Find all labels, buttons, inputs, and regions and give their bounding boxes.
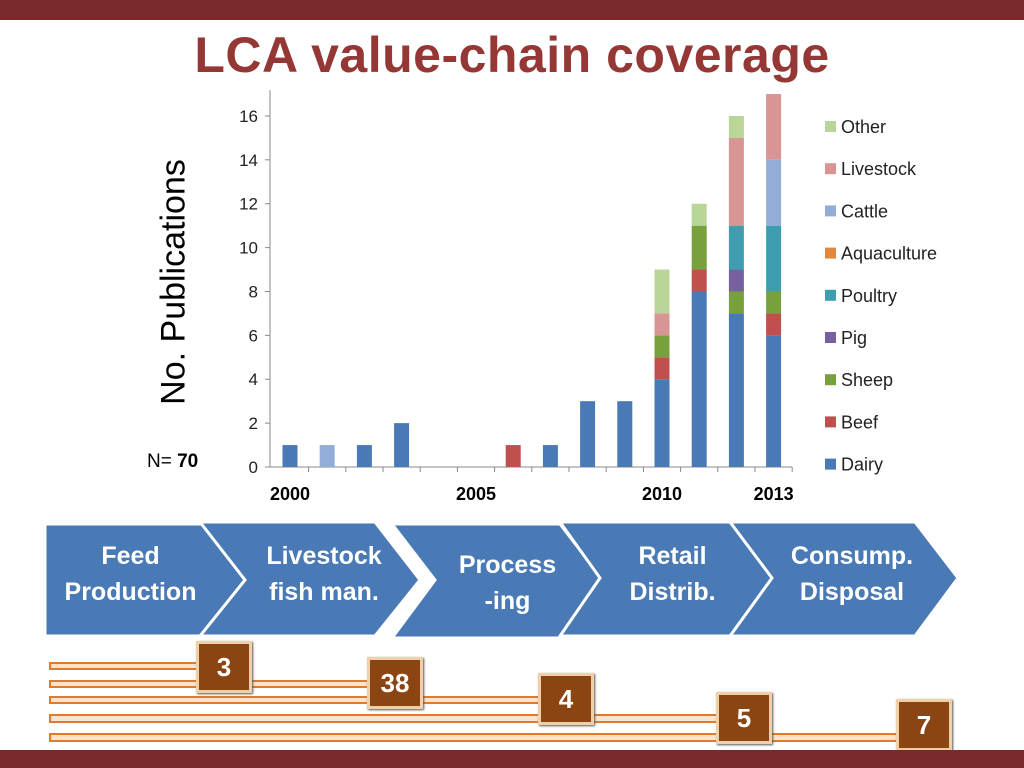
bar-segment-dairy	[282, 445, 298, 467]
bar-segment-dairy	[356, 445, 372, 467]
bar-segment-livestock	[654, 313, 670, 336]
stage-label-feed: Feed Production	[48, 536, 213, 612]
bar-segment-dairy	[542, 445, 558, 467]
bar-segment-beef	[691, 269, 707, 292]
stage-label-line: Disposal	[799, 578, 905, 606]
x-tick-label: 2013	[754, 484, 794, 504]
legend-label-dairy: Dairy	[841, 455, 883, 475]
y-tick-label: 8	[249, 282, 258, 301]
bar-segment-dairy	[766, 335, 782, 467]
legend-label-pig: Pig	[841, 328, 867, 348]
top-border	[0, 0, 1024, 20]
stage-label-processing: Process -ing	[440, 545, 575, 621]
stage-label-line: Production	[64, 578, 197, 606]
stage-label-line: Process	[458, 551, 557, 579]
count-box-consumption: 7	[896, 699, 952, 751]
bar-segment-poultry	[766, 225, 782, 292]
count-box-feed: 3	[196, 641, 252, 693]
legend-label-poultry: Poultry	[841, 286, 897, 306]
y-tick-label: 4	[249, 370, 258, 389]
bar-segment-sheep	[654, 335, 670, 358]
legend-label-cattle: Cattle	[841, 201, 888, 221]
bar-segment-cattle	[319, 445, 335, 467]
legend-swatch-sheep	[825, 374, 836, 386]
bar-segment-sheep	[691, 225, 707, 270]
n-value: 70	[177, 451, 199, 472]
stage-label-retail: Retail Distrib.	[600, 536, 745, 612]
count-box-retail: 5	[716, 692, 772, 744]
stage-label-livestock: Livestock fish man.	[240, 536, 408, 612]
count-box-processing: 4	[538, 673, 594, 725]
bar-segment-beef	[505, 445, 521, 467]
chain-arrow-consumption	[727, 520, 960, 638]
coverage-line-retail	[49, 714, 766, 723]
coverage-line-consumption	[49, 733, 951, 742]
n-label-prefix: N=	[147, 451, 172, 472]
bar-segment-other	[691, 203, 707, 226]
bar-segment-other	[728, 115, 744, 138]
x-tick-label: 2005	[456, 484, 496, 504]
bar-segment-dairy	[580, 401, 596, 467]
chain-arrow-livestock	[196, 520, 422, 638]
stage-label-line: Consump.	[790, 542, 914, 570]
bar-segment-beef	[766, 313, 782, 336]
stage-label-line: Livestock	[266, 542, 382, 570]
bar-segment-dairy	[654, 379, 670, 467]
x-tick-label: 2010	[642, 484, 682, 504]
page-title: LCA value-chain coverage	[194, 27, 830, 83]
bar-segment-livestock	[766, 94, 782, 160]
y-tick-label: 12	[239, 195, 258, 214]
y-tick-label: 2	[249, 414, 258, 433]
legend-label-livestock: Livestock	[841, 159, 917, 179]
legend-label-beef: Beef	[841, 412, 879, 432]
bar-segment-beef	[654, 357, 670, 380]
n-label: N= 70	[147, 451, 198, 473]
stacked-bar-chart: 0 2 4 6 8 10 12 14 16 2000 2005 2010 2013 Other Livest…	[239, 90, 937, 504]
legend-swatch-pig	[825, 332, 836, 343]
y-tick-label: 0	[249, 458, 258, 477]
bar-segment-poultry	[728, 225, 744, 270]
bar-segment-other	[654, 269, 670, 314]
bar-segment-pig	[728, 269, 744, 292]
bar-segment-cattle	[766, 159, 782, 226]
stage-label-line: Distrib.	[629, 578, 716, 606]
legend-swatch-other	[825, 121, 836, 132]
bar-segment-sheep	[728, 291, 744, 314]
bar-segment-livestock	[728, 137, 744, 226]
stage-label-line: Feed	[101, 542, 160, 570]
legend-label-sheep: Sheep	[841, 370, 893, 390]
bottom-border	[0, 750, 1024, 768]
legend-swatch-cattle	[825, 205, 836, 217]
stage-label-line: fish man.	[269, 578, 379, 606]
bar-segment-dairy	[617, 401, 633, 467]
y-tick-label: 10	[239, 239, 258, 258]
bar-segment-dairy	[728, 313, 744, 467]
stage-label-line: -ing	[484, 587, 531, 615]
stage-label-consumption: Consump. Disposal	[772, 536, 932, 612]
legend-label-aquaculture: Aquaculture	[841, 244, 937, 264]
y-tick-label: 14	[239, 151, 258, 170]
x-tick-label: 2000	[270, 484, 310, 504]
legend-label-other: Other	[841, 117, 886, 137]
legend-swatch-beef	[825, 416, 836, 428]
legend-swatch-livestock	[825, 163, 836, 175]
bar-segment-dairy	[394, 423, 410, 467]
legend-swatch-dairy	[825, 458, 836, 470]
stage-label-line: Retail	[638, 542, 707, 570]
y-tick-label: 6	[249, 326, 258, 345]
y-tick-label: 16	[239, 107, 258, 126]
bar-segment-sheep	[766, 291, 782, 314]
bar-segment-dairy	[691, 291, 707, 467]
count-box-livestock: 38	[367, 657, 423, 709]
legend-swatch-aquaculture	[825, 247, 836, 259]
coverage-line-processing	[49, 696, 591, 704]
legend-swatch-poultry	[825, 289, 836, 301]
